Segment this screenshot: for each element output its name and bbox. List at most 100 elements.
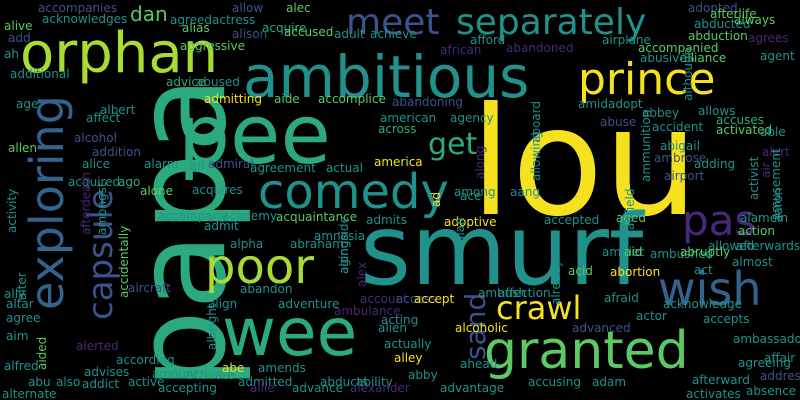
word: ahead	[460, 357, 498, 371]
word: adult	[334, 27, 365, 41]
word: always	[734, 13, 776, 27]
word: adam	[592, 375, 627, 389]
word: abandoned	[506, 41, 574, 55]
word: aggressive	[180, 39, 245, 53]
word: aircraft	[128, 281, 171, 295]
word: acting	[381, 313, 419, 327]
word: age	[16, 97, 39, 111]
word: granted	[484, 321, 689, 381]
word: advanced	[572, 321, 631, 335]
word: advantage	[440, 381, 505, 395]
word: accompany	[158, 209, 228, 223]
word: airport	[664, 169, 705, 183]
word: act	[694, 263, 713, 277]
word: advance	[292, 381, 344, 395]
word: american	[380, 111, 437, 125]
word: able	[760, 125, 786, 139]
word: ambulance	[334, 304, 401, 318]
word: activates	[686, 387, 741, 400]
word: agreeing	[738, 356, 791, 370]
word: african	[440, 43, 482, 57]
word: abbey	[642, 106, 680, 120]
word: academy	[222, 209, 278, 223]
word: actress	[212, 13, 256, 27]
word: affair	[764, 351, 796, 365]
word: although	[681, 47, 695, 101]
word: ad	[429, 192, 443, 207]
word: afford	[470, 33, 506, 47]
word: according	[116, 353, 175, 367]
word: admitted	[238, 375, 293, 389]
word: accompanied	[638, 41, 719, 55]
word: exploring	[20, 95, 74, 310]
word: comedy	[258, 164, 449, 220]
word: alliance	[680, 51, 727, 65]
word: actual	[326, 161, 363, 175]
word: activist	[747, 156, 761, 200]
word: ali	[190, 159, 205, 173]
word: accepting	[158, 381, 217, 395]
word: abu	[28, 375, 51, 389]
word: alarm	[144, 157, 179, 171]
word: adopt	[608, 97, 643, 111]
word: agree	[6, 311, 41, 325]
word: afterward	[692, 373, 750, 387]
word: abused	[196, 75, 240, 89]
word: afterdeath	[79, 172, 93, 235]
word: abe	[222, 361, 245, 375]
word: abigail	[660, 139, 700, 153]
word: almost	[732, 255, 773, 269]
word: absence	[746, 384, 797, 398]
word: albright	[205, 303, 219, 351]
word: amount	[152, 367, 199, 381]
word: already	[549, 260, 563, 305]
word: allie	[250, 381, 275, 395]
word: wee	[222, 294, 358, 371]
word: abortion	[610, 265, 661, 279]
word: acquires	[192, 183, 243, 197]
word: allen	[8, 141, 38, 155]
word: alfred	[4, 359, 39, 373]
word: activate	[186, 368, 235, 382]
word: alley	[394, 351, 423, 365]
word: allows	[698, 104, 736, 118]
word: meet	[346, 2, 440, 43]
word: admitting	[204, 92, 262, 106]
word: smurf	[360, 194, 644, 308]
word: abruptly	[680, 245, 731, 259]
word: alexander	[350, 381, 410, 395]
word: accusing	[528, 375, 581, 389]
word: accuses	[716, 113, 765, 127]
word: agreed	[170, 13, 213, 27]
word: acquire	[262, 21, 307, 35]
word: alan	[453, 217, 467, 243]
word: alice	[82, 157, 111, 171]
word: addict	[82, 377, 120, 391]
word: agency	[450, 111, 494, 125]
word: aide	[274, 92, 300, 106]
word: crawl	[496, 289, 582, 327]
word: ammunition	[639, 109, 653, 182]
word: acknowledges	[42, 12, 128, 26]
word: ambrose	[654, 151, 707, 165]
word: alex	[355, 262, 369, 287]
word: adoptive	[444, 215, 497, 229]
word: ambitious	[243, 43, 530, 111]
word: prince	[578, 54, 716, 105]
word: air	[759, 162, 773, 178]
word: abandon	[240, 282, 293, 296]
word: alcoholic	[455, 321, 508, 335]
word: align	[208, 297, 238, 311]
word: airplane	[602, 33, 651, 47]
word: adopted	[688, 1, 738, 15]
word: amongst	[95, 182, 109, 235]
word: wish	[658, 262, 762, 316]
word: alcohol	[74, 131, 117, 145]
word: ah	[4, 47, 19, 61]
word: affection	[498, 286, 551, 300]
word: abby	[408, 368, 438, 382]
word: ambush	[478, 286, 527, 300]
word: poor	[205, 239, 314, 295]
word: account	[360, 292, 408, 306]
word: alive	[4, 19, 33, 33]
